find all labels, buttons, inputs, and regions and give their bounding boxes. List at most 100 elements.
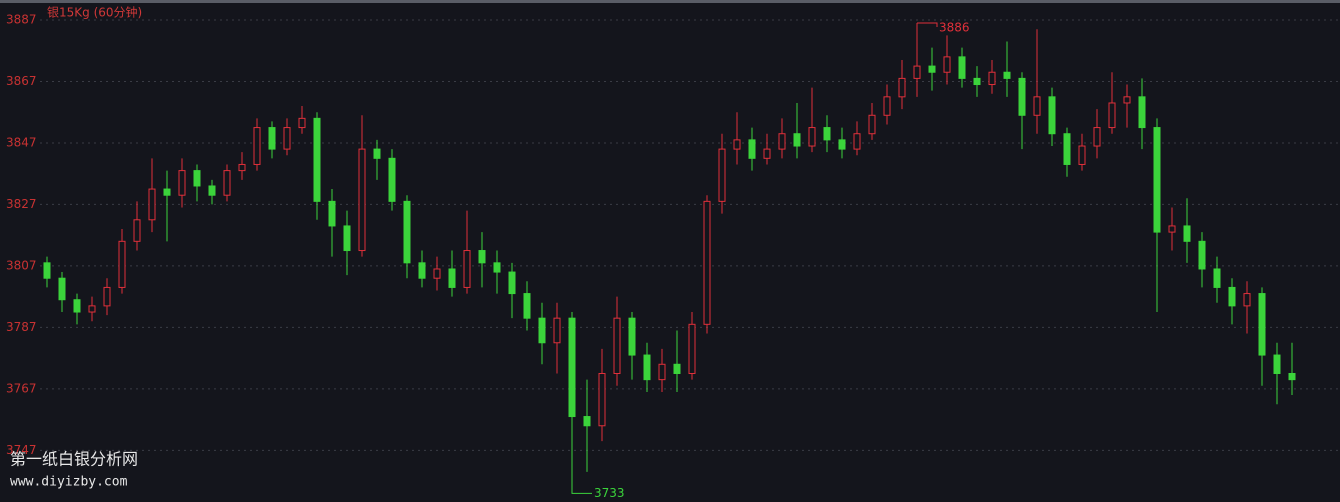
candle-body xyxy=(1093,127,1101,147)
candle-body xyxy=(1048,96,1056,135)
candle-body xyxy=(1123,96,1131,104)
y-tick-label: 3807 xyxy=(6,258,37,272)
candle-body xyxy=(193,170,201,187)
candle-body xyxy=(988,71,996,86)
candle-body xyxy=(1213,268,1221,288)
candle-body xyxy=(658,363,666,381)
candle-body xyxy=(463,250,471,288)
candle-body xyxy=(178,170,186,196)
candle-body xyxy=(613,317,621,375)
candle-body xyxy=(1003,71,1011,79)
candle-body xyxy=(223,170,231,196)
candle-body xyxy=(103,286,111,307)
candle-body xyxy=(778,133,786,150)
candle-body xyxy=(868,114,876,135)
chart-title: 银15Kg (60分钟) xyxy=(47,5,142,20)
candle-body xyxy=(283,127,291,150)
candle-body xyxy=(373,148,381,159)
candle-body xyxy=(553,317,561,344)
candle-body xyxy=(538,317,546,344)
candle-body xyxy=(583,416,591,427)
candle-body xyxy=(73,299,81,313)
candle-body xyxy=(1153,127,1161,233)
high-marker xyxy=(917,22,938,28)
candle-body xyxy=(1243,293,1251,307)
low-label: 3733 xyxy=(594,486,625,500)
candle-body xyxy=(313,117,321,202)
candle-body xyxy=(268,127,276,150)
candle-body xyxy=(898,77,906,98)
candle-body xyxy=(1258,293,1266,356)
candle-body xyxy=(343,225,351,252)
candle-body xyxy=(523,293,531,319)
candle-body xyxy=(853,133,861,150)
y-tick-label: 3827 xyxy=(6,197,37,211)
candle-body xyxy=(943,56,951,73)
candle-body xyxy=(733,139,741,150)
candle-body xyxy=(493,262,501,273)
candle-body xyxy=(568,317,576,418)
candle-body xyxy=(253,127,261,165)
candle-body xyxy=(433,268,441,279)
candle-body xyxy=(928,65,936,73)
y-tick-label: 3767 xyxy=(6,381,37,395)
candle-body xyxy=(238,163,246,172)
candle-body xyxy=(118,240,126,288)
candle-body xyxy=(403,200,411,264)
candle-body xyxy=(208,185,216,196)
candle-body xyxy=(1288,373,1296,381)
candle-body xyxy=(643,354,651,381)
candle-body xyxy=(808,127,816,147)
candle-body xyxy=(703,200,711,325)
candle-body xyxy=(148,188,156,221)
candle-body xyxy=(913,65,921,79)
candle-body xyxy=(718,148,726,202)
candle-body xyxy=(1183,225,1191,242)
candle-body xyxy=(88,305,96,313)
candle-body xyxy=(598,373,606,427)
candle-body xyxy=(973,77,981,86)
candle-body xyxy=(883,96,891,116)
y-tick-label: 3867 xyxy=(6,74,37,88)
y-tick-label: 3847 xyxy=(6,135,37,149)
y-tick-label: 3887 xyxy=(6,12,37,26)
candle-body xyxy=(58,277,66,301)
candle-body xyxy=(1033,96,1041,116)
candle-body xyxy=(823,127,831,141)
candle-body xyxy=(358,148,366,252)
candle-body xyxy=(1078,145,1086,165)
candle-body xyxy=(508,271,516,295)
candle-body xyxy=(1168,225,1176,233)
candle-body xyxy=(328,200,336,227)
candle-body xyxy=(1198,240,1206,270)
watermark: www.diyizby.com xyxy=(10,475,128,490)
candle-body xyxy=(673,363,681,375)
candle-body xyxy=(748,139,756,159)
candle-body xyxy=(163,188,171,196)
candle-body xyxy=(628,317,636,356)
top-border xyxy=(0,0,1340,3)
watermark: 第一纸白银分析网 xyxy=(10,450,138,469)
candle-body xyxy=(1138,96,1146,129)
y-tick-label: 3787 xyxy=(6,320,37,334)
candle-body xyxy=(688,323,696,375)
candle-body xyxy=(763,148,771,159)
candle-body xyxy=(448,268,456,288)
candle-body xyxy=(1228,286,1236,307)
candle-body xyxy=(1018,77,1026,116)
candle-body xyxy=(958,56,966,79)
candle-body xyxy=(1063,133,1071,165)
candle-body xyxy=(1108,102,1116,129)
candle-body xyxy=(1273,354,1281,375)
candle-body xyxy=(838,139,846,150)
candle-body xyxy=(298,117,306,129)
candle-body xyxy=(793,133,801,147)
candle-body xyxy=(43,262,51,279)
y-tick-label: 3747 xyxy=(6,443,37,457)
candle-body xyxy=(388,157,396,202)
candle-body xyxy=(418,262,426,279)
candle-body xyxy=(133,219,141,242)
